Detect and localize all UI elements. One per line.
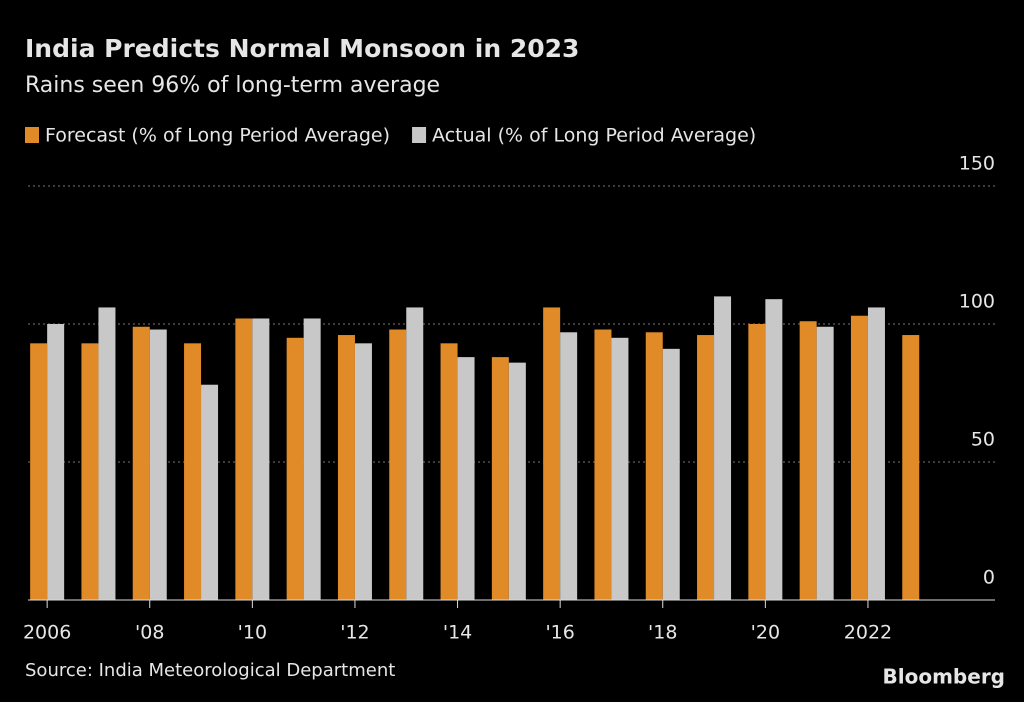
x-tick-label: '08: [135, 622, 164, 644]
x-tick-label: 2006: [23, 622, 71, 644]
bar: [799, 321, 817, 600]
x-tick-label: 2022: [844, 622, 892, 644]
bar: [235, 318, 253, 600]
bar: [98, 307, 116, 600]
x-tick-label: '20: [751, 622, 780, 644]
y-tick-label: 100: [959, 291, 995, 313]
x-tick-label: '10: [238, 622, 267, 644]
bar: [184, 343, 202, 600]
bar: [47, 324, 65, 600]
bar: [491, 357, 509, 600]
bar: [252, 318, 270, 600]
bar: [611, 337, 629, 600]
bar: [714, 296, 732, 600]
bar: [748, 324, 766, 600]
brand: Bloomberg: [883, 665, 1005, 689]
bar: [354, 343, 372, 600]
bar: [697, 335, 715, 600]
bar: [406, 307, 424, 600]
bar: [30, 343, 48, 600]
bar: [201, 384, 219, 600]
bar: [337, 335, 355, 600]
bar: [850, 315, 868, 600]
bar: [457, 357, 475, 600]
bar: [440, 343, 458, 600]
bar: [508, 362, 526, 600]
x-tick-label: '12: [340, 622, 369, 644]
y-tick-label: 150: [959, 153, 995, 175]
bar: [543, 307, 561, 600]
bar: [662, 348, 680, 600]
x-tick-label: '18: [648, 622, 677, 644]
bar: [594, 329, 612, 600]
bar: [560, 332, 578, 600]
bar: [816, 326, 834, 600]
bar: [303, 318, 321, 600]
bar: [149, 329, 167, 600]
source: Source: India Meteorological Department: [25, 660, 395, 681]
bar: [81, 343, 99, 600]
y-tick-label: 50: [971, 429, 995, 451]
legend-label: Forecast (% of Long Period Average): [45, 125, 390, 147]
bar: [902, 335, 920, 600]
x-tick-label: '16: [545, 622, 574, 644]
chart-subtitle: Rains seen 96% of long-term average: [25, 73, 440, 98]
bar: [132, 326, 150, 600]
bar: [389, 329, 407, 600]
y-tick-label: 0: [983, 567, 995, 589]
bar: [645, 332, 663, 600]
bar: [765, 299, 783, 600]
bar: [867, 307, 885, 600]
legend-label: Actual (% of Long Period Average): [432, 125, 756, 147]
bar: [286, 337, 304, 600]
legend-swatch: [25, 127, 39, 143]
x-tick-label: '14: [443, 622, 472, 644]
chart-title: India Predicts Normal Monsoon in 2023: [25, 34, 579, 63]
legend-swatch: [412, 127, 427, 143]
